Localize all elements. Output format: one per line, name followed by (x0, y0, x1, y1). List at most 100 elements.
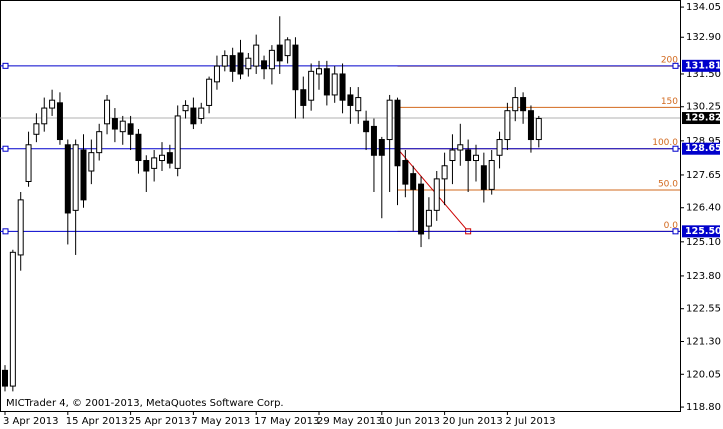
x-tick-label: 17 May 2013 (254, 416, 319, 427)
candle-body (229, 55, 236, 72)
candle-body (465, 149, 472, 162)
candle-body (527, 110, 534, 141)
line-handle (672, 62, 679, 69)
x-tick-label: 25 Apr 2013 (129, 416, 191, 427)
candle-body (284, 39, 291, 57)
candle-body (308, 70, 315, 101)
candle-body (174, 115, 181, 169)
y-tick-label: 121.30 (686, 336, 721, 347)
candle-body (80, 149, 87, 201)
y-tick-label: 130.25 (686, 102, 721, 113)
candle-body (135, 133, 142, 162)
candle-body (504, 110, 511, 141)
y-tick-label: 131.50 (686, 69, 721, 80)
candle-body (347, 94, 354, 106)
candle-body (143, 160, 150, 172)
candle-body (473, 154, 479, 162)
price-label-box (682, 225, 720, 238)
line-handle (2, 228, 9, 235)
fibo-label: 150 (661, 97, 678, 107)
candle-body (17, 199, 24, 256)
candle-body (512, 97, 519, 112)
candle-body (64, 144, 71, 214)
price-label-box (682, 142, 720, 155)
y-tick-label: 128.95 (686, 136, 721, 147)
bid-label-box (682, 112, 720, 125)
price-label-box (682, 59, 720, 72)
candle-body (292, 44, 299, 91)
candle-body (198, 107, 205, 120)
candle-body (370, 125, 377, 156)
x-tick-label: 20 Jun 2013 (443, 416, 503, 427)
candle-body (245, 57, 252, 70)
candle-body (323, 68, 330, 96)
y-tick-label: 126.40 (686, 203, 721, 214)
line-handle (672, 145, 679, 152)
x-tick-label: 2 Jul 2013 (505, 416, 555, 427)
candle-body (457, 144, 464, 151)
candle-body (300, 89, 307, 106)
y-tick-label: 132.90 (686, 32, 721, 43)
candle-body (402, 160, 409, 185)
candle-body (261, 60, 268, 70)
candle-body (535, 118, 542, 141)
candle-body (206, 78, 213, 106)
candle-body (316, 68, 322, 75)
fibo-label: 100.0 (652, 138, 678, 148)
candle-body (449, 149, 456, 162)
candle-body (96, 131, 103, 154)
candle-body (104, 99, 111, 125)
candle-body (488, 160, 495, 190)
candle-body (276, 44, 283, 62)
candle-body (433, 178, 440, 211)
candle-body (331, 73, 338, 96)
fibo-anchor-line (397, 148, 469, 232)
x-tick-label: 29 May 2013 (317, 416, 382, 427)
candle-body (213, 65, 220, 83)
candle-body (119, 120, 126, 133)
candle-body (166, 152, 173, 164)
candle-body (182, 104, 189, 112)
y-tick-label: 118.80 (686, 402, 721, 413)
x-tick-label: 10 Jun 2013 (380, 416, 440, 427)
candle-body (418, 183, 425, 235)
fibo-label: 50.0 (658, 180, 678, 190)
price-label: 125.50 (685, 226, 722, 237)
x-tick-label: 15 Apr 2013 (66, 416, 128, 427)
candle-body (253, 44, 260, 67)
candle-body (190, 107, 197, 125)
candle-body (237, 52, 244, 75)
candle-body (355, 97, 362, 112)
candle-body (394, 99, 401, 167)
candle-body (49, 99, 56, 109)
x-tick-label: 3 Apr 2013 (3, 416, 58, 427)
candle-body (441, 165, 448, 180)
plot-frame (0, 0, 681, 412)
candle-body (268, 49, 275, 70)
line-handle (2, 62, 9, 69)
line-handle (672, 228, 679, 235)
candle-body (496, 139, 503, 156)
y-tick-label: 120.05 (686, 369, 721, 380)
candle-body (410, 173, 417, 190)
price-label: 131.81 (685, 60, 722, 71)
candle-body (41, 107, 48, 125)
y-tick-label: 134.05 (686, 2, 721, 13)
candle-body (378, 139, 385, 156)
footer: MICTrader 4, © 2001-2013, MetaQuotes Sof… (6, 398, 284, 409)
bid-label: 129.82 (685, 113, 722, 124)
fibo-label: 200 (661, 56, 678, 66)
candle-body (25, 144, 32, 183)
fibo-label: 0.0 (664, 221, 679, 231)
candle-body (363, 120, 370, 133)
candle-body (9, 251, 16, 387)
line-handle (2, 145, 9, 152)
candle-body (339, 73, 346, 101)
price-label: 128.65 (685, 143, 722, 154)
candle-body (56, 102, 63, 141)
y-tick-label: 122.55 (686, 304, 721, 315)
candle-body (88, 152, 95, 172)
candle-body (480, 165, 487, 190)
candle-body (221, 55, 228, 67)
y-tick-label: 123.80 (686, 271, 721, 282)
